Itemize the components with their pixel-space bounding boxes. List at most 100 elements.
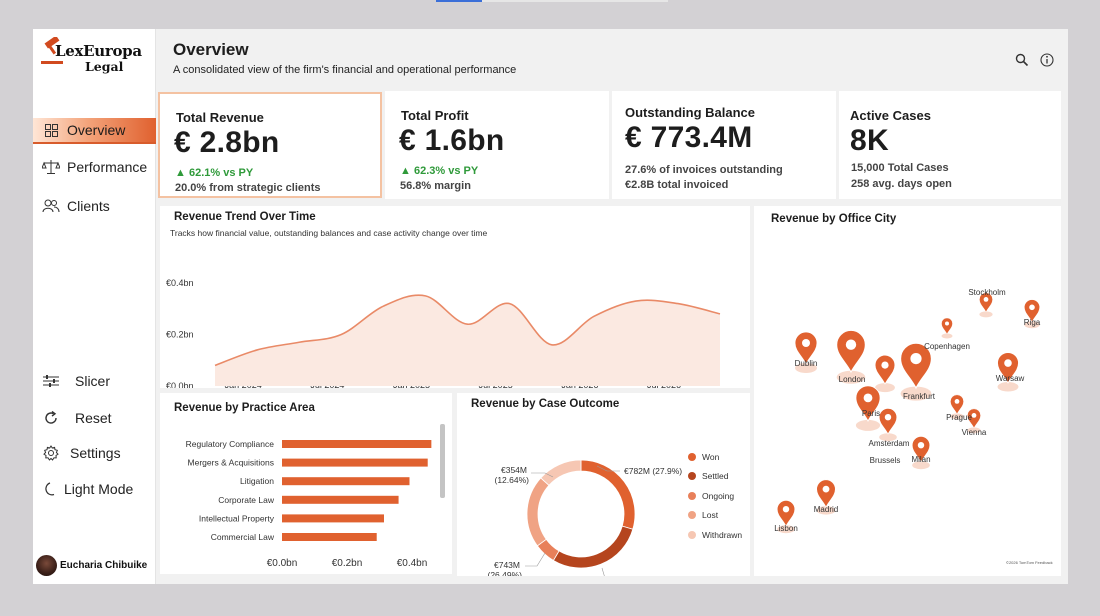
scrollbar[interactable] (440, 424, 445, 498)
reset-button[interactable]: Reset (33, 406, 156, 430)
pin-marker (900, 342, 932, 390)
city-label: London (839, 375, 866, 384)
x-tick-label: €0.2bn (332, 558, 363, 569)
x-tick-label: €0.4bn (397, 558, 428, 569)
revenue-trend-card[interactable]: Revenue Trend Over Time Tracks how finan… (160, 206, 750, 388)
leader-line (601, 567, 605, 576)
sidebar-item-performance[interactable]: Performance (33, 155, 156, 179)
legend-item-won[interactable]: Won (688, 452, 719, 462)
practice-area-card[interactable]: Revenue by Practice Area Regulatory Comp… (160, 393, 452, 574)
data-label: €743M (494, 560, 520, 570)
trend-area (215, 295, 720, 386)
kpi-change: ▲ 62.3% vs PY (400, 165, 478, 177)
donut-slice (552, 525, 634, 569)
practice-bar (282, 533, 377, 541)
city-label: Stockholm (968, 288, 1006, 297)
practice-area-chart: Regulatory Compliance Mergers & Acquisiti… (186, 439, 432, 569)
legend-item-lost[interactable]: Lost (688, 510, 718, 520)
practice-bar (282, 495, 399, 504)
legend-swatch (688, 453, 696, 461)
city-label: Brussels (870, 456, 901, 465)
slicer-button[interactable]: Slicer (33, 369, 156, 393)
kpi-card-total-revenue[interactable]: Total Revenue € 2.8bn ▲ 62.1% vs PY 20.0… (158, 92, 382, 198)
category-label: Litigation (240, 476, 274, 486)
kpi-detail: 27.6% of invoices outstanding (625, 164, 783, 176)
pin-dot (802, 339, 810, 347)
city-label: Copenhagen (924, 342, 970, 351)
category-label: Regulatory Compliance (186, 439, 275, 449)
leader-line (596, 465, 620, 472)
donut-slice (540, 459, 582, 486)
map-pin (941, 317, 953, 339)
kpi-detail: 15,000 Total Cases (851, 162, 949, 174)
kpi-value: € 2.8bn (174, 126, 280, 159)
sidebar-item-label: Clients (67, 198, 110, 214)
pin-shadow (967, 427, 981, 434)
kpi-card-total-profit[interactable]: Total Profit € 1.6bn ▲ 62.3% vs PY 56.8%… (385, 91, 609, 199)
sidebar-item-clients[interactable]: Clients (33, 194, 156, 218)
pin-marker (941, 317, 953, 335)
pin-shadow (1024, 321, 1040, 329)
sidebar-item-overview[interactable]: Overview (33, 118, 156, 144)
pin-marker (997, 352, 1019, 384)
user-profile[interactable]: Eucharia Chibuike (36, 555, 147, 576)
kpi-value: € 773.4M (625, 121, 753, 154)
map-pin (900, 342, 932, 401)
office-city-map[interactable]: Stockholm Riga Copenhagen Dublin London Warsa… (754, 206, 1061, 576)
kpi-detail: €2.8B total invoiced (625, 179, 729, 191)
data-label: €354M (501, 465, 527, 475)
map-pin (997, 352, 1019, 392)
kpi-title: Total Revenue (176, 110, 264, 125)
map-pin (855, 385, 881, 431)
map-pin (979, 292, 993, 318)
kpi-title: Outstanding Balance (625, 105, 756, 120)
pin-marker (855, 385, 881, 422)
legend-item-settled[interactable]: Settled (688, 471, 728, 481)
kpi-change: ▲ 62.1% vs PY (175, 167, 253, 179)
pin-shadow (950, 413, 964, 420)
kpi-card-active-cases[interactable]: Active Cases 8K 15,000 Total Cases 258 a… (839, 91, 1061, 199)
info-icon[interactable] (1040, 53, 1054, 67)
legend-swatch (688, 472, 696, 480)
kpi-title: Active Cases (850, 108, 931, 123)
sidebar-item-label: Overview (67, 122, 126, 138)
kpi-detail: 258 avg. days open (851, 178, 952, 190)
data-label: (12.64%) (495, 475, 530, 485)
map-pin (794, 331, 818, 373)
pin-dot (945, 321, 949, 326)
map-pin (950, 394, 964, 420)
legend-item-withdrawn[interactable]: Withdrawn (688, 530, 742, 540)
pin-dot (782, 506, 790, 513)
case-outcome-card[interactable]: Revenue by Case Outcome €354M (12.64%) €78… (457, 393, 750, 576)
category-label: Mergers & Acquisitions (188, 458, 274, 468)
legend-item-ongoing[interactable]: Ongoing (688, 491, 734, 501)
kpi-value: 8K (850, 124, 889, 157)
pin-shadow (836, 370, 866, 384)
legend-label: Ongoing (702, 491, 735, 501)
pin-shadow (875, 383, 895, 393)
sidebar: LexEuropa Legal Overview Performance Cli… (33, 29, 156, 584)
up-arrow-icon: ▲ (400, 165, 411, 177)
kpi-card-outstanding-balance[interactable]: Outstanding Balance € 773.4M 27.6% of in… (612, 91, 836, 199)
settings-button[interactable]: Settings (33, 441, 156, 465)
pin-shadow (997, 382, 1019, 392)
pin-shadow (900, 386, 932, 401)
search-icon[interactable] (1015, 53, 1029, 67)
office-city-map-card[interactable]: Revenue by Office City Stockholm Riga Cope… (754, 206, 1061, 576)
brand-logo: LexEuropa Legal (37, 35, 153, 77)
reset-label: Reset (75, 410, 112, 426)
pin-marker (836, 329, 866, 374)
city-label: Milan (911, 455, 930, 464)
practice-bar (282, 477, 410, 486)
light-mode-toggle[interactable]: Light Mode (33, 477, 156, 501)
pin-marker (874, 354, 896, 385)
avatar (36, 555, 57, 576)
pin-dot (822, 485, 830, 493)
reset-icon (42, 409, 60, 427)
city-label: Vienna (962, 428, 987, 437)
map-pin (1024, 299, 1040, 329)
pin-shadow (912, 461, 930, 470)
pin-dot (884, 414, 892, 421)
pin-shadow (941, 333, 953, 339)
city-label: Paris (862, 409, 880, 418)
